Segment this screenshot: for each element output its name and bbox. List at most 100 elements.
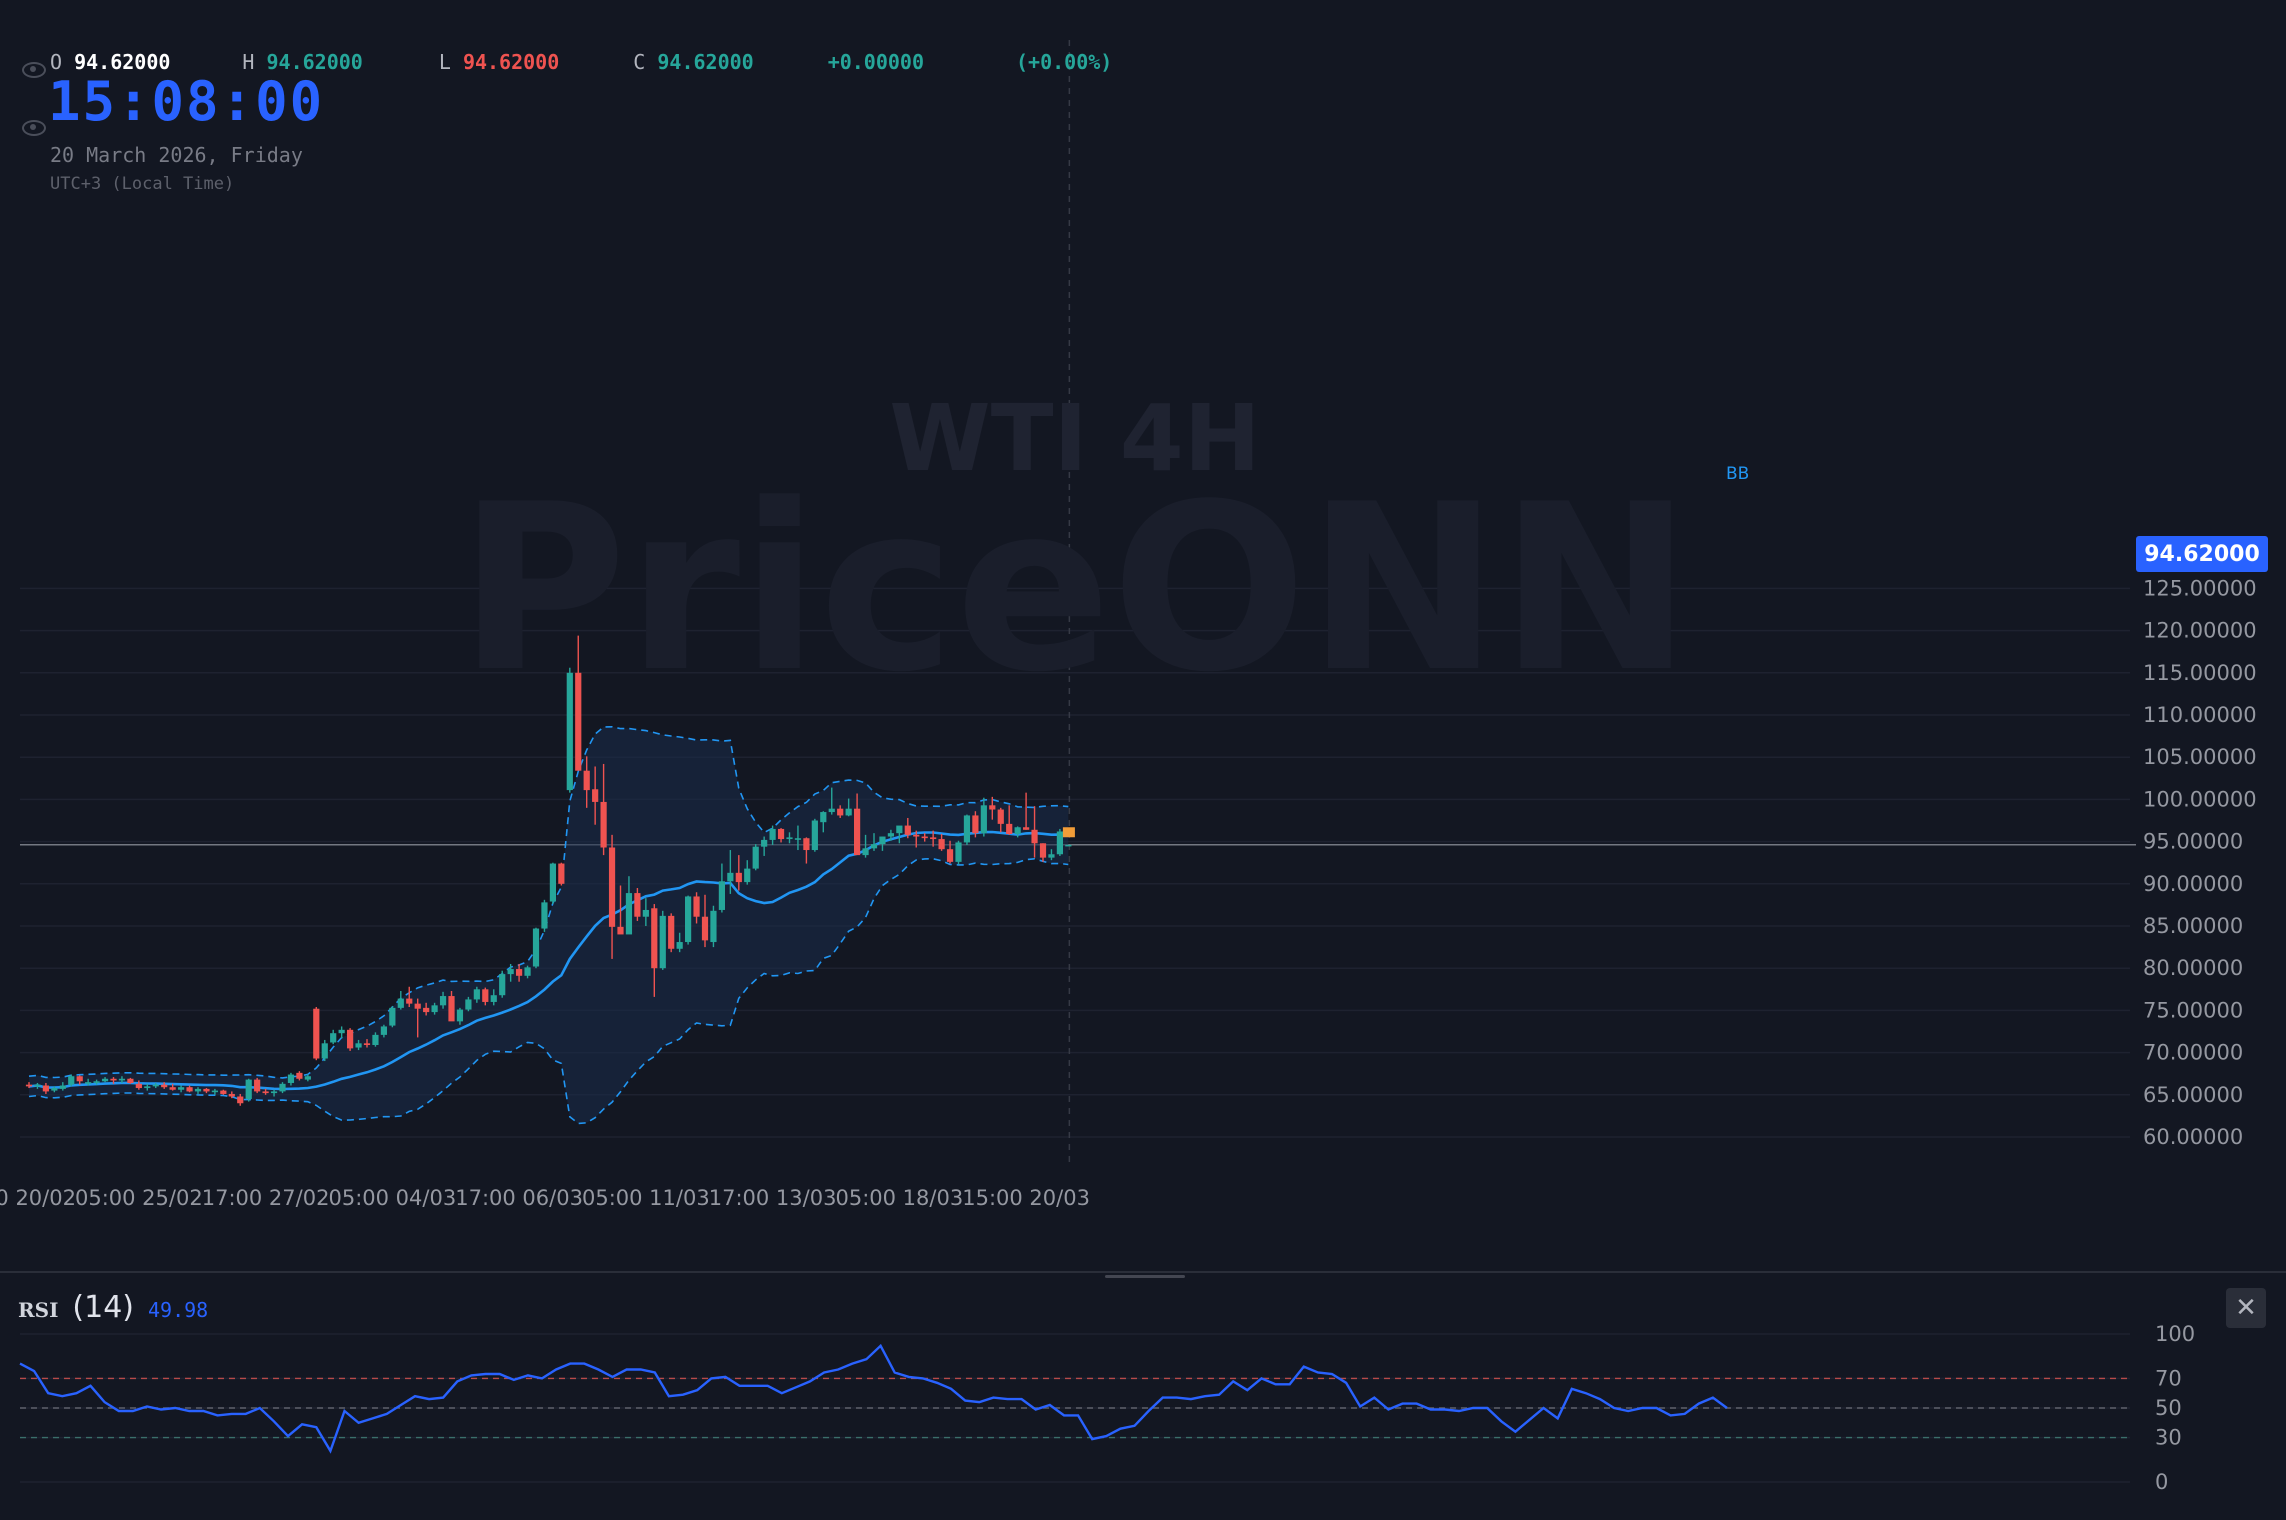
candle-body — [524, 967, 531, 976]
candle-body — [169, 1087, 176, 1090]
candle-body — [338, 1029, 345, 1034]
low-value: 94.62000 — [462, 50, 560, 74]
y-tick-label: 115.00000 — [2143, 661, 2257, 685]
candle — [194, 1087, 202, 1094]
candle — [101, 1077, 109, 1083]
high-label: H — [242, 50, 255, 74]
candle — [938, 834, 945, 851]
candle — [152, 1082, 159, 1089]
candle-body — [59, 1085, 66, 1089]
candle — [118, 1076, 126, 1083]
candle — [465, 996, 472, 1012]
candle — [507, 963, 514, 982]
candle — [642, 898, 649, 926]
visibility-eye-icon[interactable] — [22, 120, 46, 136]
candle — [558, 862, 565, 886]
candle — [735, 855, 742, 891]
candle-body — [85, 1082, 92, 1084]
rsi-value: 49.98 — [148, 1298, 209, 1322]
candle — [549, 862, 556, 905]
candle — [718, 863, 725, 913]
candle — [397, 990, 404, 1010]
candle — [803, 837, 810, 864]
candle-body — [363, 1043, 371, 1046]
candle-body — [558, 863, 565, 884]
candle-body — [549, 863, 556, 902]
candle — [676, 932, 683, 953]
x-tick-label: 17:00 13/03 — [709, 1186, 837, 1210]
candle-body — [245, 1079, 252, 1100]
candle — [541, 899, 548, 932]
candle — [820, 811, 827, 833]
candle — [355, 1039, 362, 1051]
candle-body — [1031, 829, 1038, 844]
candle-body — [642, 909, 649, 917]
candle — [854, 793, 861, 856]
candle — [828, 787, 835, 815]
close-pane-button[interactable]: ✕ — [2226, 1288, 2266, 1328]
candle — [668, 913, 675, 953]
x-tick-label: 15:00 20/03 — [962, 1186, 1090, 1210]
candle — [904, 817, 911, 839]
candle-body — [1023, 827, 1030, 830]
candle-body — [701, 916, 709, 941]
candle — [761, 836, 768, 856]
candle-body — [676, 942, 683, 949]
candle-body — [989, 805, 996, 810]
candle — [228, 1091, 235, 1099]
candle — [127, 1077, 134, 1084]
candle-body — [617, 926, 624, 935]
candle — [608, 834, 616, 959]
candle-body — [735, 872, 742, 883]
candle — [34, 1082, 41, 1089]
candlestick-series[interactable] — [25, 635, 1075, 1106]
candle-body — [761, 839, 768, 847]
candle-body — [794, 838, 802, 840]
candle-body — [930, 837, 937, 840]
watermark-symbol: WTI 4H — [889, 385, 1261, 492]
clock-display: 15:08:00 — [48, 70, 325, 133]
candle-body — [803, 838, 810, 851]
rsi-name: RSI — [18, 1298, 59, 1322]
candle-body — [254, 1079, 261, 1092]
candle-body — [693, 896, 700, 917]
candle-body — [786, 837, 793, 840]
candle-body — [718, 881, 725, 910]
candle-body — [330, 1033, 337, 1043]
candle-body — [659, 915, 666, 969]
pane-resize-handle — [1105, 1275, 1185, 1278]
y-tick-label: 120.00000 — [2143, 619, 2257, 643]
candle-body — [592, 789, 599, 802]
candle — [794, 825, 802, 851]
candle-body — [777, 828, 785, 840]
candle — [634, 888, 641, 921]
candle-body — [161, 1084, 168, 1088]
candle — [1039, 843, 1047, 862]
candle-body — [532, 928, 540, 967]
candle — [727, 850, 734, 894]
x-tick-label: 17:00 06/03 — [455, 1186, 583, 1210]
candle-body — [228, 1093, 235, 1097]
axes: 60.00000 65.00000 70.00000 75.00000 80.00000… — [0, 576, 2257, 1210]
y-tick-label: 125.00000 — [2143, 576, 2257, 600]
ohlc-legend: O 94.62000 H 94.62000 L 94.62000 C 94.62… — [50, 50, 1112, 74]
visibility-eye-icon[interactable] — [22, 62, 46, 78]
candle-body — [372, 1034, 379, 1046]
candle-body — [101, 1078, 109, 1082]
close-label: C — [633, 50, 646, 74]
candle-body — [203, 1088, 210, 1092]
candle-body — [135, 1083, 142, 1089]
candle-body — [634, 893, 641, 917]
candle — [321, 1039, 328, 1062]
candle-body — [845, 808, 852, 816]
candle-body — [34, 1084, 41, 1087]
candle — [625, 876, 633, 935]
rsi-tick-label: 70 — [2155, 1366, 2182, 1390]
change-percent: (+0.00%) — [1016, 50, 1113, 74]
candle — [837, 805, 844, 818]
candle-body — [68, 1076, 75, 1085]
candle-body — [608, 847, 616, 927]
candle-body — [727, 872, 734, 882]
